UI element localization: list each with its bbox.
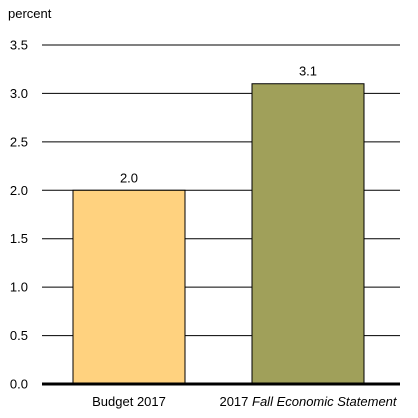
data-labels: 2.0 3.1 [120, 64, 317, 186]
y-tick-label: 3.5 [10, 38, 28, 53]
y-tick-label: 3.0 [10, 86, 28, 101]
data-label: 2.0 [120, 170, 138, 185]
data-label: 3.1 [299, 64, 317, 79]
bar [72, 189, 186, 385]
y-tick-labels: 0.0 0.5 1.0 1.5 2.0 2.5 3.0 3.5 [10, 38, 28, 392]
category-label: 2017 Fall Economic Statement [219, 394, 397, 409]
y-tick-label: 2.5 [10, 134, 28, 149]
bar [251, 83, 365, 385]
bars [72, 83, 365, 385]
y-tick-label: 0.0 [10, 377, 28, 392]
y-tick-label: 1.0 [10, 280, 28, 295]
y-tick-label: 2.0 [10, 183, 28, 198]
y-tick-label: 1.5 [10, 231, 28, 246]
y-tick-label: 0.5 [10, 328, 28, 343]
category-label: Budget 2017 [92, 394, 166, 409]
category-labels: Budget 2017 2017 Fall Economic Statement [92, 394, 398, 409]
y-axis-label: percent [8, 6, 52, 21]
